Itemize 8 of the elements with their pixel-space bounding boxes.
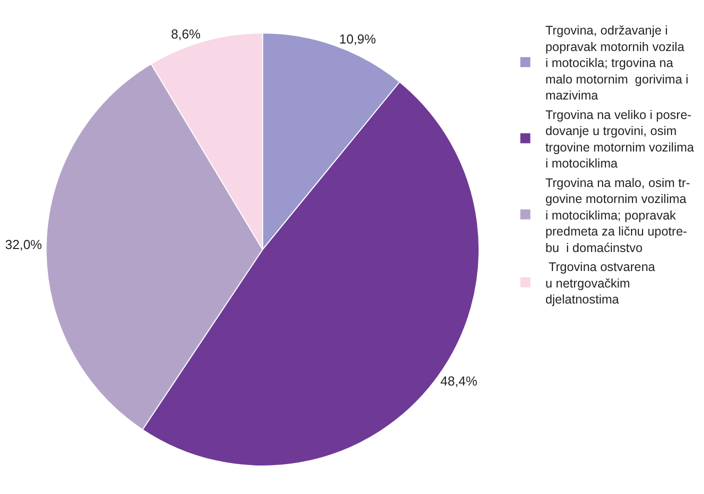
legend-label: Trgovina ostvarena u netrgovačkim djelatnostima: [545, 260, 656, 306]
data-label: 8,6%: [170, 26, 202, 42]
data-label: 10,9%: [339, 31, 376, 46]
legend-label: Trgovina na malo, osim tr- govine motornim vozilima i motociklima; popravak predmeta za ličnu upotre- bu i domaćinstvo: [545, 176, 690, 255]
legend-label: Trgovina, održavanje i popravak motornih vozila i motocikla; trgovina na malo motornim gorivima i mazivima: [545, 24, 688, 102]
legend-label: Trgovina na veliko i posre- dovanje u trgovini, osim trgovine motornim vozilima i motociklima: [545, 108, 694, 170]
data-label: 32,0%: [5, 236, 42, 252]
data-label: 48,4%: [440, 373, 478, 388]
